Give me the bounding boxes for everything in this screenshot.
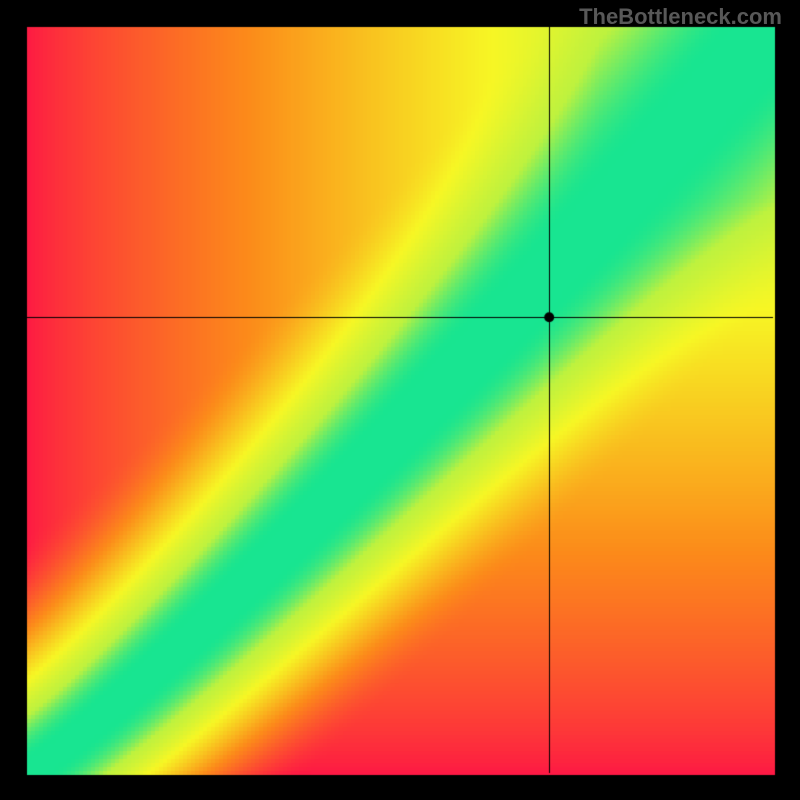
watermark-text: TheBottleneck.com xyxy=(579,4,782,30)
bottleneck-heatmap xyxy=(0,0,800,800)
